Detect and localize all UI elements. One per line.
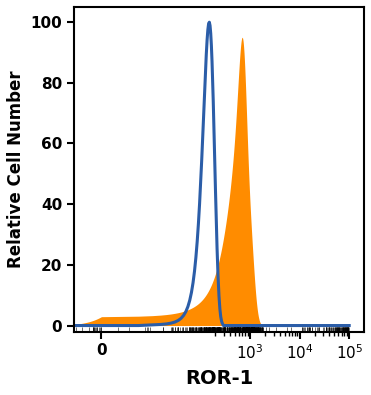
Y-axis label: Relative Cell Number: Relative Cell Number — [7, 70, 25, 268]
X-axis label: ROR-1: ROR-1 — [185, 369, 253, 388]
